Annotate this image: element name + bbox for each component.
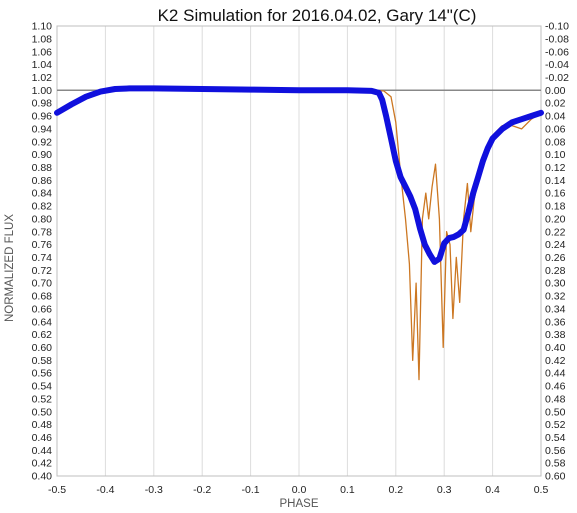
series-line-model (104, 87, 542, 381)
y2-tick-label: 0.06 (545, 123, 566, 135)
y2-tick-label: 0.44 (545, 368, 566, 380)
x-tick-label: 0.4 (485, 484, 500, 496)
y-tick-label: 0.68 (32, 291, 53, 303)
y2-tick-label: 0.48 (545, 393, 566, 405)
y-tick-label: 0.96 (32, 111, 53, 123)
y-tick-label: 1.08 (32, 33, 53, 45)
y-tick-label: 0.82 (32, 201, 53, 213)
y2-tick-label: 0.22 (545, 226, 566, 238)
y-tick-label: 0.88 (32, 162, 53, 174)
x-tick-label: 0.2 (388, 484, 403, 496)
y-tick-label: 0.52 (32, 393, 53, 405)
y2-tick-label: 0.18 (545, 201, 566, 213)
plot-frame (56, 25, 542, 477)
y-tick-label: 0.94 (32, 123, 53, 135)
y-tick-label: 0.62 (32, 329, 53, 341)
y2-tick-label: 0.24 (545, 239, 566, 251)
y2-tick-label: 0.54 (545, 432, 566, 444)
y2-tick-label: 0.26 (545, 252, 566, 264)
x-axis-label: PHASE (280, 498, 319, 510)
y-tick-label: 0.60 (32, 342, 53, 354)
y-tick-label: 0.76 (32, 239, 53, 251)
y2-tick-label: 0.14 (545, 175, 566, 187)
y-tick-label: 0.86 (32, 175, 53, 187)
y2-tick-label: -0.06 (545, 46, 569, 58)
y-axis-label: NORMALIZED FLUX (4, 214, 16, 322)
chart-title: K2 Simulation for 2016.04.02, Gary 14"(C… (158, 6, 477, 25)
y2-tick-label: 0.10 (545, 149, 566, 161)
y2-tick-label: 0.46 (545, 381, 566, 393)
y2-tick-label: 0.58 (545, 458, 566, 470)
y2-tick-label: 0.00 (545, 85, 566, 97)
x-axis-ticks: -0.5 -0.4 -0.3 -0.2 -0.1 0.0 0.1 0.2 0.3 0.4 0.5 (48, 484, 548, 496)
y2-tick-label: 0.42 (545, 355, 566, 367)
x-tick-label: 0.3 (437, 484, 452, 496)
y-tick-label: 0.90 (32, 149, 53, 161)
y-tick-label: 0.80 (32, 213, 53, 225)
y2-tick-label: 0.50 (545, 406, 566, 418)
y2-tick-label: 0.38 (545, 329, 566, 341)
x-tick-label: -0.1 (242, 484, 260, 496)
y2-tick-label: 0.36 (545, 316, 566, 328)
y2-tick-label: -0.10 (545, 21, 569, 33)
y2-tick-label: 0.12 (545, 162, 566, 174)
y-tick-label: 1.02 (32, 72, 53, 84)
plot-axes (56, 25, 542, 477)
y2-tick-label: 0.52 (545, 419, 566, 431)
y-tick-label: 0.58 (32, 355, 53, 367)
y-axis-ticks: 1.101.081.061.041.021.000.980.960.940.92… (32, 21, 53, 483)
x-tick-label: -0.2 (193, 484, 211, 496)
y-tick-label: 0.48 (32, 419, 53, 431)
y2-tick-label: 0.28 (545, 265, 566, 277)
y2-tick-label: 0.02 (545, 98, 566, 110)
x-tick-label: -0.4 (96, 484, 114, 496)
y2-tick-label: 0.32 (545, 291, 566, 303)
x-tick-label: 0.5 (534, 484, 549, 496)
y-tick-label: 0.70 (32, 278, 53, 290)
x-tick-label: -0.5 (48, 484, 66, 496)
series-group (54, 85, 544, 381)
y-tick-label: 0.50 (32, 406, 53, 418)
x-tick-label: 0.0 (292, 484, 307, 496)
y-tick-label: 0.40 (32, 471, 53, 483)
y2-tick-label: 0.16 (545, 188, 566, 200)
y2-tick-label: -0.04 (545, 59, 569, 71)
y-tick-label: 1.00 (32, 85, 53, 97)
y-tick-label: 1.10 (32, 21, 53, 33)
y-tick-label: 0.84 (32, 188, 53, 200)
y2-tick-label: 0.30 (545, 278, 566, 290)
y2-tick-label: 0.08 (545, 136, 566, 148)
y-tick-label: 0.44 (32, 445, 53, 457)
y2-tick-label: -0.08 (545, 33, 569, 45)
y-tick-label: 0.64 (32, 316, 53, 328)
y2-tick-label: 0.56 (545, 445, 566, 457)
y-tick-label: 0.74 (32, 252, 53, 264)
y-tick-label: 1.06 (32, 46, 53, 58)
y-tick-label: 0.72 (32, 265, 53, 277)
y2-tick-label: -0.02 (545, 72, 569, 84)
y-tick-label: 0.92 (32, 136, 53, 148)
y2-tick-label: 0.60 (545, 471, 566, 483)
y-tick-label: 0.98 (32, 98, 53, 110)
y2-tick-label: 0.04 (545, 111, 566, 123)
x-tick-label: 0.1 (340, 484, 355, 496)
y-tick-label: 0.46 (32, 432, 53, 444)
y-tick-label: 1.04 (32, 59, 53, 71)
y2-axis-ticks: -0.10-0.08-0.06-0.04-0.020.000.020.040.0… (545, 21, 569, 483)
x-tick-label: -0.3 (145, 484, 163, 496)
y-tick-label: 0.42 (32, 458, 53, 470)
series-line-observed (54, 85, 544, 265)
y2-tick-label: 0.20 (545, 213, 566, 225)
grid-lines (56, 26, 542, 476)
y-tick-label: 0.54 (32, 381, 53, 393)
y-tick-label: 0.56 (32, 368, 53, 380)
y-tick-label: 0.66 (32, 303, 53, 315)
y2-tick-label: 0.40 (545, 342, 566, 354)
y2-tick-label: 0.34 (545, 303, 566, 315)
y-tick-label: 0.78 (32, 226, 53, 238)
